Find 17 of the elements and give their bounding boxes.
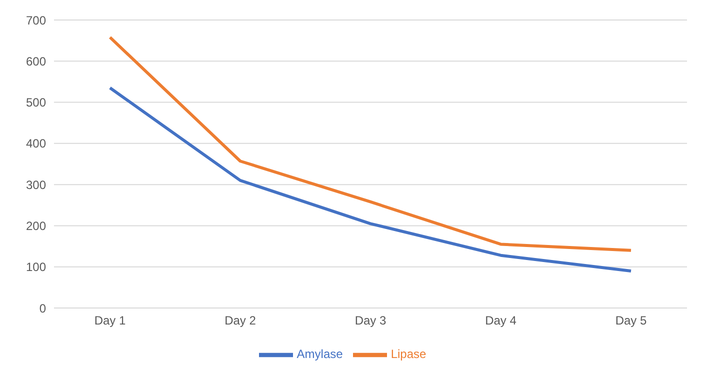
legend-label: Lipase (390, 347, 426, 362)
x-tick-label: Day 1 (94, 314, 126, 328)
y-tick-label: 0 (39, 301, 46, 316)
y-tick-label: 100 (26, 260, 46, 274)
x-tick-label: Day 3 (354, 314, 386, 328)
line-series (108, 36, 632, 252)
y-tick-label: 400 (26, 136, 46, 151)
legend-label: Amylase (296, 347, 343, 362)
y-tick-label: 300 (26, 178, 46, 192)
x-tick-label: Day 5 (615, 314, 647, 328)
y-tick-label: 700 (26, 13, 46, 28)
x-tick-label: Day 4 (485, 314, 517, 328)
y-tick-label: 500 (26, 96, 46, 110)
x-tick-label: Day 2 (224, 314, 256, 328)
line-series (108, 86, 632, 272)
y-tick-label: 600 (26, 54, 46, 68)
y-tick-label: 200 (26, 218, 46, 233)
